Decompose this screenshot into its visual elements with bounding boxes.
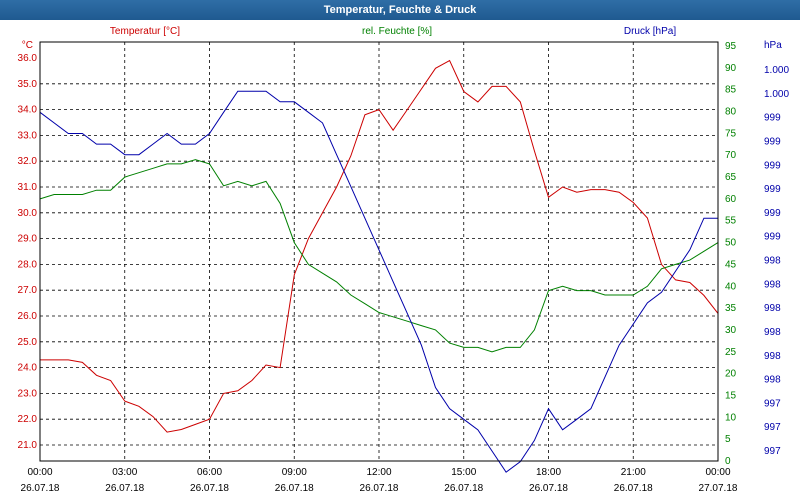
humidity-tick-label: 35 (725, 303, 737, 314)
temperature-tick-label: 23.0 (18, 388, 38, 399)
humidity-tick-label: 85 (725, 85, 737, 96)
pressure-tick-label: 999 (764, 113, 781, 124)
pressure-series-line (39, 90, 718, 473)
temperature-tick-label: 35.0 (18, 79, 38, 90)
pressure-tick-label: 997 (764, 422, 781, 433)
humidity-tick-label: 60 (725, 194, 737, 205)
humidity-tick-label: 30 (725, 325, 737, 336)
humidity-tick-label: 5 (725, 434, 731, 445)
humidity-tick-label: 65 (725, 172, 737, 183)
pressure-tick-label: 999 (764, 160, 781, 171)
x-tick-time: 06:00 (197, 467, 222, 478)
humidity-tick-label: 25 (725, 347, 737, 358)
x-tick-time: 18:00 (536, 467, 561, 478)
humidity-tick-label: 45 (725, 259, 737, 270)
pressure-tick-label: 999 (764, 208, 781, 219)
humidity-tick-label: 95 (725, 41, 737, 52)
pressure-tick-label: 998 (764, 256, 781, 267)
humidity-series-line (39, 159, 719, 353)
x-tick-date: 26.07.18 (21, 483, 60, 494)
chart-title: Temperatur, Feuchte & Druck (0, 0, 800, 20)
temperature-tick-label: 27.0 (18, 285, 38, 296)
humidity-tick-label: 75 (725, 128, 737, 139)
x-tick-date: 26.07.18 (529, 483, 568, 494)
pressure-tick-label: 999 (764, 136, 781, 147)
humidity-axis-label: rel. Feuchte [%] (362, 26, 432, 37)
temperature-tick-label: 25.0 (18, 337, 38, 348)
temperature-tick-label: 26.0 (18, 311, 38, 322)
temperature-axis-unit: °C (22, 40, 33, 51)
temperature-tick-label: 33.0 (18, 130, 38, 141)
x-tick-date: 26.07.18 (360, 483, 399, 494)
humidity-tick-label: 70 (725, 150, 737, 161)
temperature-tick-label: 28.0 (18, 259, 38, 270)
temperature-tick-label: 36.0 (18, 53, 38, 64)
humidity-tick-label: 90 (725, 63, 737, 74)
humidity-tick-label: 20 (725, 369, 737, 380)
x-tick-time: 12:00 (366, 467, 391, 478)
x-tick-time: 15:00 (451, 467, 476, 478)
humidity-tick-label: 50 (725, 238, 737, 249)
pressure-tick-label: 998 (764, 375, 781, 386)
pressure-tick-label: 998 (764, 327, 781, 338)
temperature-tick-label: 31.0 (18, 182, 38, 193)
temperature-tick-label: 21.0 (18, 440, 38, 451)
pressure-tick-label: 998 (764, 279, 781, 290)
humidity-tick-label: 80 (725, 107, 737, 118)
humidity-tick-label: 55 (725, 216, 737, 227)
pressure-tick-label: 997 (764, 446, 781, 457)
x-tick-time: 03:00 (112, 467, 137, 478)
temperature-tick-label: 30.0 (18, 208, 38, 219)
x-tick-time: 21:00 (621, 467, 646, 478)
pressure-tick-label: 1.000 (764, 89, 789, 100)
pressure-axis-label: Druck [hPa] (624, 26, 676, 37)
x-tick-date: 26.07.18 (444, 483, 483, 494)
humidity-tick-label: 0 (725, 456, 731, 467)
pressure-axis-unit: hPa (764, 40, 782, 51)
pressure-tick-label: 997 (764, 398, 781, 409)
x-tick-date: 26.07.18 (190, 483, 229, 494)
pressure-tick-label: 998 (764, 303, 781, 314)
x-tick-time: 00:00 (27, 467, 52, 478)
pressure-tick-label: 1.000 (764, 65, 789, 76)
pressure-tick-label: 999 (764, 184, 781, 195)
humidity-tick-label: 10 (725, 412, 737, 423)
x-tick-time: 09:00 (282, 467, 307, 478)
line-chart: °C Temperatur [°C] rel. Feuchte [%] Druc… (18, 26, 790, 494)
pressure-tick-label: 998 (764, 351, 781, 362)
temperature-axis-label: Temperatur [°C] (110, 26, 180, 37)
x-tick-date: 26.07.18 (275, 483, 314, 494)
temperature-tick-label: 22.0 (18, 414, 38, 425)
plot-frame (39, 41, 719, 462)
temperature-tick-label: 24.0 (18, 363, 38, 374)
pressure-tick-label: 999 (764, 232, 781, 243)
x-tick-date: 26.07.18 (614, 483, 653, 494)
humidity-tick-label: 15 (725, 390, 737, 401)
temperature-tick-label: 29.0 (18, 234, 38, 245)
temperature-tick-label: 32.0 (18, 156, 38, 167)
humidity-tick-label: 40 (725, 281, 737, 292)
x-tick-date: 27.07.18 (699, 483, 738, 494)
temperature-tick-label: 34.0 (18, 105, 38, 116)
x-tick-time: 00:00 (705, 467, 730, 478)
x-tick-date: 26.07.18 (105, 483, 144, 494)
temperature-series-line (40, 59, 719, 433)
